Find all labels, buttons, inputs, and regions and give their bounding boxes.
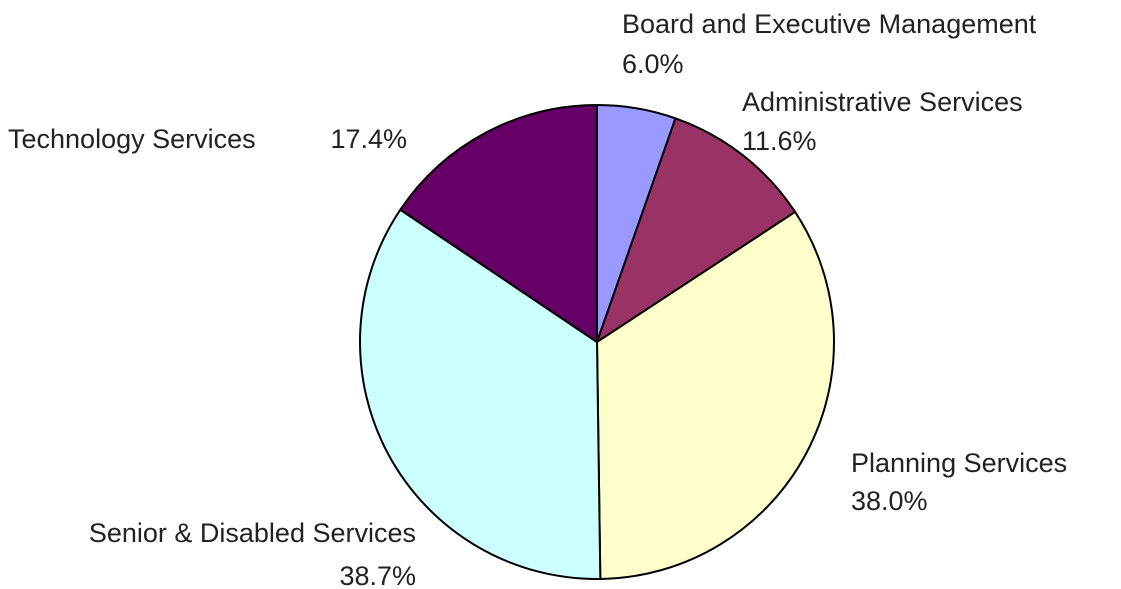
pie-slice <box>359 208 602 580</box>
slice-value-label: 6.0% <box>622 49 684 79</box>
slice-label: Technology Services <box>8 124 256 154</box>
slice-label: Planning Services <box>851 448 1067 478</box>
slice-label: Senior & Disabled Services <box>89 518 416 548</box>
slice-value-label: 17.4% <box>330 124 407 154</box>
pie-slice <box>596 117 797 343</box>
slice-label: Board and Executive Management <box>622 9 1037 39</box>
pie-slice <box>399 104 598 343</box>
slice-value-label: 11.6% <box>742 126 817 156</box>
slice-value-label: 38.0% <box>851 486 928 516</box>
slice-label: Administrative Services <box>742 87 1023 117</box>
pie-slice <box>596 210 835 580</box>
slice-value-label: 38.7% <box>339 561 416 589</box>
